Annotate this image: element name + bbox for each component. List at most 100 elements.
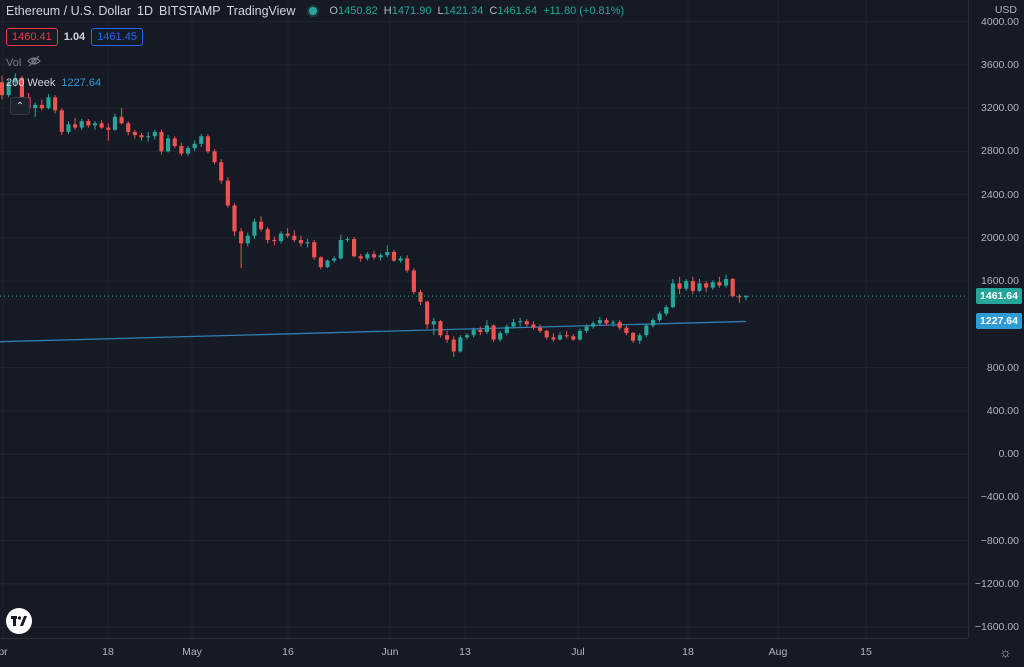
volume-label: Vol [6, 56, 22, 69]
sell-price-button[interactable]: 1460.41 [6, 28, 58, 46]
candle-body [577, 330, 582, 340]
candle-body [292, 235, 297, 241]
candle-body [664, 307, 669, 314]
candle-body [425, 301, 430, 325]
candle-body [730, 278, 735, 297]
candle-body [551, 337, 556, 340]
candle-body [39, 104, 44, 109]
candle-body [6, 82, 11, 96]
high-value: 1471.90 [391, 5, 432, 17]
close-key: C [489, 5, 498, 17]
candle-body [411, 270, 416, 292]
candle-body [524, 321, 529, 325]
candle-body [538, 327, 543, 331]
candle-body [511, 322, 516, 327]
ma-price-badge: 1227.64 [976, 313, 1022, 330]
candle-body [119, 116, 124, 124]
candle-body [684, 281, 689, 289]
candle-body [498, 333, 503, 340]
exchange-label: BITSTAMP [159, 4, 221, 18]
candle-body [391, 251, 396, 261]
eye-hidden-icon[interactable] [27, 55, 42, 70]
candle-body [239, 231, 244, 244]
buy-price-button[interactable]: 1461.45 [91, 28, 143, 46]
high-key: H [383, 5, 392, 17]
candle-body [690, 281, 695, 291]
candle-body [624, 327, 629, 334]
price-tick-label: −1200.00 [974, 577, 1019, 590]
low-key: L [437, 5, 444, 17]
interval-label[interactable]: 1D [137, 4, 154, 18]
candle-body [285, 233, 290, 236]
candle-body [491, 325, 496, 340]
candle-body [518, 321, 523, 323]
candle-body [531, 324, 536, 328]
time-tick-label: 16 [282, 646, 294, 658]
candle-body [677, 283, 682, 289]
candle-body [199, 136, 204, 144]
candle-body [0, 82, 5, 96]
candle-body [312, 242, 317, 258]
low-value: 1421.34 [443, 5, 484, 17]
close-value: 1461.64 [497, 5, 538, 17]
indicator-name[interactable]: 200 Week [6, 77, 56, 89]
candle-body [471, 329, 476, 336]
currency-dropdown[interactable]: USD [994, 4, 1017, 16]
price-chart[interactable] [0, 0, 968, 638]
candle-body [365, 254, 370, 259]
candle-body [670, 283, 675, 308]
candle-body [245, 235, 250, 244]
symbol-title[interactable]: Ethereum / U.S. Dollar [6, 4, 132, 18]
candle-body [458, 337, 463, 352]
price-axis[interactable]: USD 4000.00 3600.00 3200.00 2800.00 2400.00 2… [968, 0, 1024, 638]
chart-area[interactable]: Ethereum / U.S. Dollar 1D BITSTAMP Tradi… [0, 0, 968, 638]
candle-body [126, 123, 131, 132]
candle-body [46, 97, 51, 109]
settings-gear-icon[interactable]: ☼ [999, 644, 1012, 660]
spread-value: 1.04 [63, 31, 86, 43]
candle-body [737, 296, 742, 298]
time-tick-label: Jul [571, 646, 585, 658]
candle-body [704, 283, 709, 288]
candle-body [106, 127, 111, 130]
candle-body [597, 320, 602, 324]
time-tick-label: 13 [459, 646, 471, 658]
candle-body [132, 131, 137, 136]
candle-body [617, 322, 622, 328]
candle-body [19, 77, 24, 98]
time-axis[interactable]: pr 18 May 16 Jun 13 Jul 18 Aug 15 [0, 638, 968, 667]
price-tick-label: 1600.00 [981, 275, 1019, 288]
candle-body [259, 221, 264, 230]
candle-body [637, 335, 642, 341]
candle-body [318, 257, 323, 268]
candle-body [611, 322, 616, 324]
candle-body [13, 77, 18, 83]
tradingview-logo-icon[interactable] [6, 608, 32, 634]
time-tick-label: Jun [381, 646, 399, 658]
price-tick-label: 3600.00 [981, 58, 1019, 71]
candle-body [225, 180, 230, 206]
candle-body [557, 335, 563, 340]
price-tick-label: 400.00 [986, 404, 1019, 417]
candle-body [66, 124, 71, 132]
candle-body [571, 336, 576, 340]
indicator-legend: 200 Week 1227.64 [6, 77, 101, 89]
candle-body [146, 136, 151, 138]
candle-body [166, 138, 171, 152]
candle-body [710, 282, 715, 288]
candle-body [79, 121, 84, 128]
legend-header: Ethereum / U.S. Dollar 1D BITSTAMP Tradi… [6, 4, 624, 18]
source-label: TradingView [226, 4, 296, 18]
price-tick-label: −400.00 [980, 491, 1019, 504]
candle-body [398, 258, 403, 261]
candle-body [405, 258, 410, 271]
candle-body [139, 135, 144, 138]
candle-body [185, 148, 191, 154]
candle-body [219, 162, 224, 181]
candle-body [172, 138, 177, 146]
candle-body [345, 238, 350, 241]
candle-body [305, 242, 310, 244]
candle-body [99, 123, 104, 128]
candle-body [92, 123, 98, 126]
collapse-legend-chevron-up-icon[interactable]: ⌃ [10, 97, 30, 115]
